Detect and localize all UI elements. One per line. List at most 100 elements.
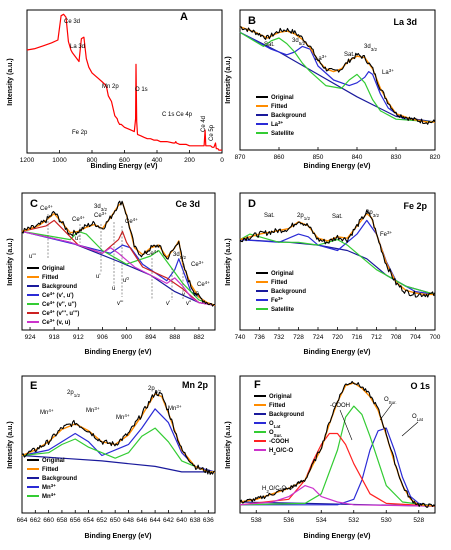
panel-title-f: O 1s [410,381,430,391]
x-tick-label: 400 [152,157,163,164]
annot-c1s: C 1s [162,112,174,118]
x-axis-label-c: Binding Energy (eV) [85,349,152,356]
y-axis-label-a: Intensity (a.u.) [7,58,14,105]
x-tick-label: 906 [97,334,108,341]
x-axis-label-e: Binding Energy (eV) [85,533,152,540]
plot-area-c: 924 918 912 906 900 894 888 882 Binding Energy (… [7,192,216,356]
x-tick-label: 660 [43,517,54,524]
x-tick-label: 656 [70,517,81,524]
annot-ce4p: Ce 4p [176,112,193,118]
x-tick-label: 652 [96,517,107,524]
series-line-f-osur [239,405,436,507]
x-tick-label: 724 [313,334,324,341]
x-tick-label: 638 [190,517,201,524]
annot-f-osur: OSur. [384,397,397,405]
x-tick-label: 720 [332,334,343,341]
panel-a-annotations: Ce 3d La 3d Mn 2p O 1s Fe 2p C 1s Ce 4p … [64,19,215,141]
x-tick-label: 662 [30,517,41,524]
series-line-a-survey [26,13,222,151]
x-tick-label: 888 [169,334,180,341]
axes-frame-c [21,192,216,331]
legend-d-original: Original [271,271,294,277]
annot-c-v0: v0 [193,290,199,299]
legend-f-original: Original [269,394,292,400]
x-tick-label: 530 [381,517,392,524]
legend-e-original: Original [42,458,65,464]
series-line-f-original [239,380,436,508]
series-line-e-mn4 [21,427,215,473]
legend-b-original: Original [271,95,294,101]
annot-c-ce4d: Ce4+ [146,249,159,258]
x-tick-label: 646 [136,517,147,524]
x-axis-label-f: Binding Energy (eV) [304,533,371,540]
plot-area-b: 870 860 850 840 830 820 Binding Energy (eV) Int… [225,9,441,170]
x-tick-label: 800 [87,157,98,164]
panel-title-b: La 3d [393,17,417,27]
x-tick-label: 870 [235,154,246,161]
panel-e-legend: Original Fitted Background Mn3+ Mn4+ [27,458,77,500]
legend-e-fitted: Fitted [42,467,59,473]
legend-d-satellite: Satellite [271,307,295,313]
x-tick-label: 654 [83,517,94,524]
legend-e-mn3: Mn3+ [42,483,56,492]
annot-c-upp: u" [75,236,80,242]
annot-b-la2: La3+ [382,68,394,77]
panel-a-survey-spectrum: 1200 1000 800 600 400 200 0 Binding Energy (eV)… [7,9,224,170]
series-line-c-ce3-v-u [21,230,216,306]
panel-letter-f: F [254,379,261,391]
x-tick-label: 728 [293,334,304,341]
annot-c-up: u' [96,274,100,280]
annot-d-sat1: Sat. [264,213,275,219]
legend-d-fe3: Fe3+ [271,296,284,305]
series-line-f--cooh [239,432,436,507]
annot-ce4d: Ce 4d [201,116,207,132]
panel-f-o1s: 538 536 534 532 530 528 Binding Energy (eV) Int… [225,375,436,540]
x-tick-label: 830 [391,154,402,161]
annot-b-sat2: Sat. [344,52,355,58]
annot-c-ce4e: Ce4+ [197,280,210,289]
x-tick-label: 860 [274,154,285,161]
annot-b-3d52: 3d5/2 [292,38,305,46]
x-tick-label: 0 [220,157,224,164]
x-tick-label: 820 [430,154,441,161]
axes-frame-e [21,375,216,514]
panel-letter-d: D [248,198,256,210]
x-tick-label: 912 [73,334,84,341]
x-tick-label: 200 [184,157,195,164]
legend-b-background: Background [271,113,306,119]
annot-f-olat: OLat [412,414,424,422]
panel-e-mn2p: 664 662 660 658 656 654 652 650 648 646 644 642 640 6… [7,375,216,540]
series-line-e-mn3 [21,408,216,473]
x-tick-label: 712 [371,334,382,341]
panel-c-dashed-markers [47,214,184,300]
annot-e-mn4a: Mn4+ [40,408,54,417]
annot-fe2p: Fe 2p [72,130,88,136]
x-tick-label: 532 [348,517,359,524]
series-line-c-ce4-v-u [21,219,216,306]
x-axis-label-b: Binding Energy (eV) [304,163,371,170]
y-axis-label-e: Intensity (a.u.) [7,421,14,468]
plot-area-d: 740 736 732 728 724 720 716 712 708 704 700 Binding… [225,192,441,356]
x-tick-label: 894 [145,334,156,341]
y-axis-label-d: Intensity (a.u.) [225,238,232,285]
panel-title-c: Ce 3d [175,199,200,209]
annot-c-ce3a: Ce3+ [94,211,107,220]
series-line-d-satellite [239,233,436,295]
legend-b-la3: La3+ [271,120,284,129]
annot-c-vppp: v''' [117,301,123,307]
annot-d-sat2: Sat. [332,214,343,220]
legend-c-ce4-vppu: Ce4+ (v'', u'') [42,300,77,309]
panel-title-e: Mn 2p [182,380,209,390]
plot-area-e: 664 662 660 658 656 654 652 650 648 646 644 642 640 6… [7,375,216,540]
panel-letter-e: E [30,380,37,392]
x-tick-label: 642 [163,517,174,524]
axes-frame-a [26,9,223,154]
x-tick-label: 534 [316,517,327,524]
x-tick-label: 664 [17,517,28,524]
annot-c-uppp: u''' [29,254,36,260]
x-tick-label: 650 [110,517,121,524]
annot-c-vp: v' [166,301,170,307]
x-tick-label: 882 [193,334,204,341]
x-axis-label-d: Binding Energy (eV) [304,349,371,356]
legend-c-ce4-vpppu: Ce4+ (v''', u''') [42,309,79,318]
